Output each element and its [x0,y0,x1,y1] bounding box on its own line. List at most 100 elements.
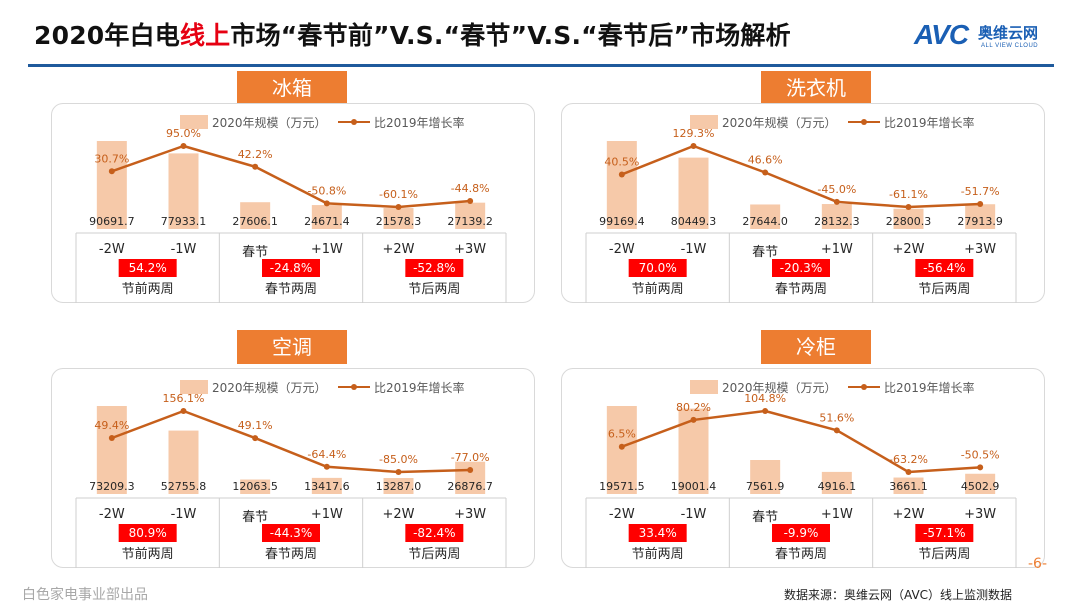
category-badge-washer: 洗衣机 [761,71,871,105]
bar-0 [606,141,637,229]
line-value-label: -44.8% [451,182,490,195]
bar-1 [678,157,709,229]
line-series: 6.5% 80.2% 104.8% 51.6% -63.2% -50.5% [608,392,1000,475]
chart-ac: 2020年规模（万元） 比2019年增长率 73209.3 52755.8 12063.… [75,380,507,568]
line-point-4 [905,204,912,210]
bar-value-label: 19001.4 [671,480,717,493]
legend-bar-label: 2020年规模（万元） [212,380,327,395]
line-point-1 [690,143,697,149]
period-group-label: 春节两周 [775,282,827,297]
line-value-label: 104.8% [744,392,786,405]
growth-line [621,144,981,209]
growth-line [111,144,471,209]
bar-3 [821,471,852,494]
category-label: +2W [382,507,414,522]
line-series: 30.7% 95.0% 42.2% -50.8% -60.1% -44.8% [94,127,490,210]
category-table: -2W -1W 春节 +1W +2W +3W 54.2% 节前两周 -24.8% 春节两周 -52.… [75,232,507,303]
bar-series: 90691.7 77933.1 27606.1 24671.4 21578.3 27139… [89,141,493,229]
growth-pct-box [915,259,974,277]
bar-4 [893,477,924,494]
growth-pct-box [262,524,320,542]
growth-pct-label: 33.4% [639,526,677,540]
line-value-label: 51.6% [819,411,854,424]
growth-pct-label: -57.1% [923,526,965,540]
period-group-label: 节后两周 [918,547,970,562]
line-point-2 [252,435,259,442]
bar-value-label: 73209.3 [89,480,135,493]
period-group-label: 春节两周 [265,282,317,297]
growth-pct-box [772,259,830,277]
category-badge-ac: 空调 [237,330,347,364]
bar-value-label: 99169.4 [599,215,645,228]
bar-value-label: 27913.9 [957,215,1003,228]
bar-value-label: 90691.7 [89,215,135,228]
legend: 2020年规模（万元） 比2019年增长率 [180,115,465,130]
category-label: +1W [821,507,853,522]
line-value-label: 40.5% [604,155,639,168]
legend: 2020年规模（万元） 比2019年增长率 [690,115,975,130]
category-label: 春节 [752,510,778,525]
line-value-label: 6.5% [608,428,636,441]
line-value-label: -60.1% [379,188,418,201]
chart-washer: 2020年规模（万元） 比2019年增长率 99169.4 80449.3 27644.… [585,115,1017,303]
growth-pct-label: 80.9% [129,526,167,540]
growth-pct-label: -82.4% [413,526,455,540]
line-point-0 [108,168,115,175]
title-part-a: 2020年白电 [34,21,180,50]
growth-pct-label: -20.3% [780,261,822,275]
growth-pct-label: -56.4% [923,261,965,275]
line-point-3 [833,198,840,205]
line-point-3 [323,200,330,207]
category-table: -2W -1W 春节 +1W +2W +3W 70.0% 节前两周 -20.3% 春节两周 -56.… [585,232,1017,303]
line-value-label: 156.1% [163,392,205,405]
bar-value-label: 28132.3 [814,215,860,228]
chart-freezer: 2020年规模（万元） 比2019年增长率 19571.5 19001.4 7561.9… [585,380,1017,568]
bar-value-label: 26876.7 [447,480,493,493]
line-point-2 [252,163,259,170]
category-label: -1W [171,507,197,522]
line-point-1 [180,408,187,414]
bar-3 [821,204,852,229]
category-label: +2W [892,242,924,257]
line-point-0 [108,434,115,441]
period-group-label: 节后两周 [408,547,460,562]
bar-4 [383,478,414,494]
period-group-label: 春节两周 [775,547,827,562]
bar-5 [965,204,996,229]
growth-pct-box [628,524,687,542]
bar-2 [750,459,781,494]
category-label: 春节 [752,245,778,260]
legend-line-label: 比2019年增长率 [374,115,465,130]
legend-bar-label: 2020年规模（万元） [722,380,837,395]
bar-value-label: 27139.2 [447,215,493,228]
legend-line-marker [861,384,867,390]
bar-value-label: 4502.9 [961,480,1000,493]
category-label: -2W [99,507,125,522]
legend: 2020年规模（万元） 比2019年增长率 [690,380,975,395]
growth-pct-box [118,259,177,277]
bar-value-label: 12063.5 [232,480,278,493]
bar-3 [311,477,342,494]
legend-line-label: 比2019年增长率 [884,115,975,130]
line-series: 49.4% 156.1% 49.1% -64.4% -85.0% -77.0% [94,392,490,475]
legend-bar-swatch [690,380,718,394]
line-value-label: 46.6% [748,153,783,166]
category-label: +3W [454,507,486,522]
bar-value-label: 21578.3 [376,215,422,228]
growth-pct-label: -9.9% [784,526,819,540]
period-group-label: 节前两周 [122,546,174,562]
category-label: +3W [964,242,996,257]
bar-1 [168,430,199,494]
growth-pct-label: 54.2% [129,261,167,275]
line-point-5 [467,197,474,204]
category-label: +3W [454,242,486,257]
category-label: -1W [681,242,707,257]
bar-0 [96,141,127,229]
category-label: -1W [171,242,197,257]
line-value-label: -85.0% [379,453,418,466]
category-label: +1W [311,507,343,522]
line-point-3 [323,463,330,470]
legend-bar-label: 2020年规模（万元） [212,115,327,130]
legend-bar-swatch [690,115,718,129]
bar-value-label: 24671.4 [304,215,350,228]
